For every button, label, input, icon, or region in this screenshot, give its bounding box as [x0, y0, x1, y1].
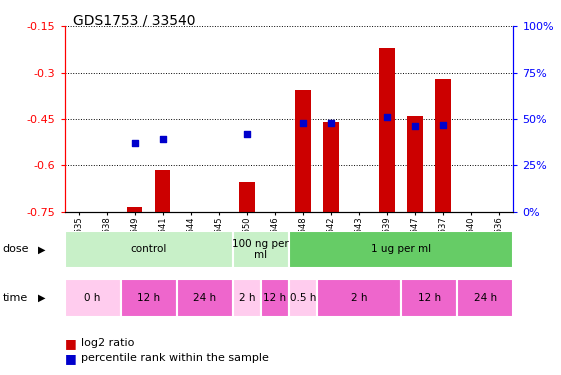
Bar — [233, 231, 289, 268]
Bar — [155, 170, 171, 212]
Text: 0.5 h: 0.5 h — [289, 293, 316, 303]
Text: 100 ng per
ml: 100 ng per ml — [232, 238, 289, 260]
Text: dose: dose — [3, 244, 29, 254]
Bar — [65, 231, 233, 268]
Bar — [323, 122, 339, 212]
Text: log2 ratio: log2 ratio — [81, 338, 135, 348]
Bar — [379, 48, 395, 212]
Text: 12 h: 12 h — [263, 293, 287, 303]
Point — [130, 140, 139, 146]
Point — [439, 122, 448, 128]
Text: 2 h: 2 h — [238, 293, 255, 303]
Point — [242, 131, 251, 137]
Point — [158, 136, 167, 142]
Bar — [435, 79, 451, 212]
Bar — [261, 279, 289, 317]
Point — [411, 123, 420, 129]
Bar — [233, 279, 261, 317]
Point — [298, 120, 307, 126]
Text: percentile rank within the sample: percentile rank within the sample — [81, 353, 269, 363]
Text: 24 h: 24 h — [473, 293, 497, 303]
Text: ▶: ▶ — [38, 293, 45, 303]
Text: 0 h: 0 h — [84, 293, 101, 303]
Text: ▶: ▶ — [38, 244, 45, 254]
Bar — [317, 279, 401, 317]
Text: ■: ■ — [65, 352, 76, 364]
Text: control: control — [131, 244, 167, 254]
Bar — [127, 207, 142, 212]
Bar — [239, 183, 255, 212]
Bar — [407, 116, 423, 212]
Point — [383, 114, 392, 120]
Text: 12 h: 12 h — [417, 293, 441, 303]
Text: 12 h: 12 h — [137, 293, 160, 303]
Bar — [401, 279, 457, 317]
Text: 1 ug per ml: 1 ug per ml — [371, 244, 431, 254]
Bar — [177, 279, 233, 317]
Bar — [289, 279, 317, 317]
Bar — [295, 90, 311, 212]
Bar — [289, 231, 513, 268]
Text: GDS1753 / 33540: GDS1753 / 33540 — [73, 13, 195, 27]
Text: time: time — [3, 293, 28, 303]
Text: 24 h: 24 h — [193, 293, 217, 303]
Point — [327, 120, 335, 126]
Text: 2 h: 2 h — [351, 293, 367, 303]
Bar — [121, 279, 177, 317]
Bar — [457, 279, 513, 317]
Bar — [65, 279, 121, 317]
Text: ■: ■ — [65, 337, 76, 350]
